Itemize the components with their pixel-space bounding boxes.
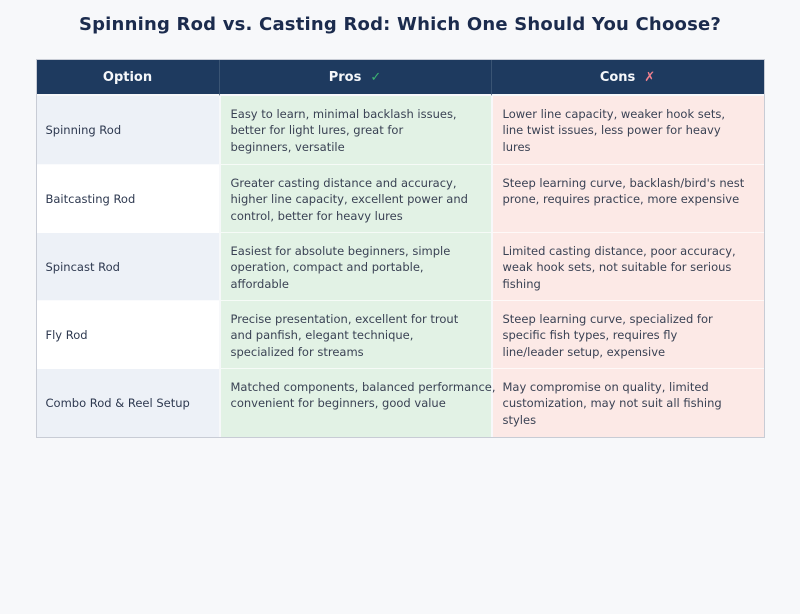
- pros-cell: Precise presentation, excellent for trou…: [218, 301, 491, 369]
- pros-cell: Easy to learn, minimal backlash issues, …: [218, 96, 491, 165]
- cons-cell: Limited casting distance, poor accuracy,…: [490, 233, 764, 301]
- table-row: Fly Rod Precise presentation, excellent …: [36, 301, 764, 369]
- table-header-row: Option Pros ✓ Cons ✗: [36, 60, 764, 96]
- column-header-pros-label: Pros: [328, 69, 362, 85]
- page-title: Spinning Rod vs. Casting Rod: Which One …: [78, 14, 722, 35]
- column-header-pros: Pros ✓: [218, 60, 491, 96]
- check-icon: ✓: [370, 69, 382, 85]
- column-header-cons: Cons ✗: [490, 60, 764, 96]
- table-row: Spincast Rod Easiest for absolute beginn…: [36, 233, 764, 301]
- option-cell: Fly Rod: [36, 301, 219, 369]
- table-row: Spinning Rod Easy to learn, minimal back…: [36, 96, 764, 165]
- option-cell: Spinning Rod: [36, 96, 219, 165]
- table-row: Combo Rod & Reel Setup Matched component…: [36, 369, 764, 437]
- cons-cell: Lower line capacity, weaker hook sets, l…: [490, 96, 764, 165]
- cons-cell: Steep learning curve, specialized for sp…: [490, 301, 764, 369]
- x-icon: ✗: [644, 69, 656, 85]
- pros-cell: Easiest for absolute beginners, simple o…: [218, 233, 491, 301]
- cons-cell: May compromise on quality, limited custo…: [490, 369, 764, 437]
- option-cell: Spincast Rod: [36, 233, 219, 301]
- comparison-table: Option Pros ✓ Cons ✗ Spinning Rod Easy t…: [35, 59, 765, 438]
- column-header-cons-label: Cons: [599, 69, 636, 85]
- pros-cell: Greater casting distance and accuracy, h…: [218, 165, 491, 233]
- cons-cell: Steep learning curve, backlash/bird's ne…: [490, 165, 764, 233]
- column-header-option-label: Option: [102, 69, 153, 85]
- option-cell: Combo Rod & Reel Setup: [36, 369, 219, 437]
- pros-cell: Matched components, balanced performance…: [218, 369, 496, 437]
- option-cell: Baitcasting Rod: [36, 165, 219, 233]
- table-row: Baitcasting Rod Greater casting distance…: [36, 165, 764, 233]
- column-header-option: Option: [36, 60, 219, 96]
